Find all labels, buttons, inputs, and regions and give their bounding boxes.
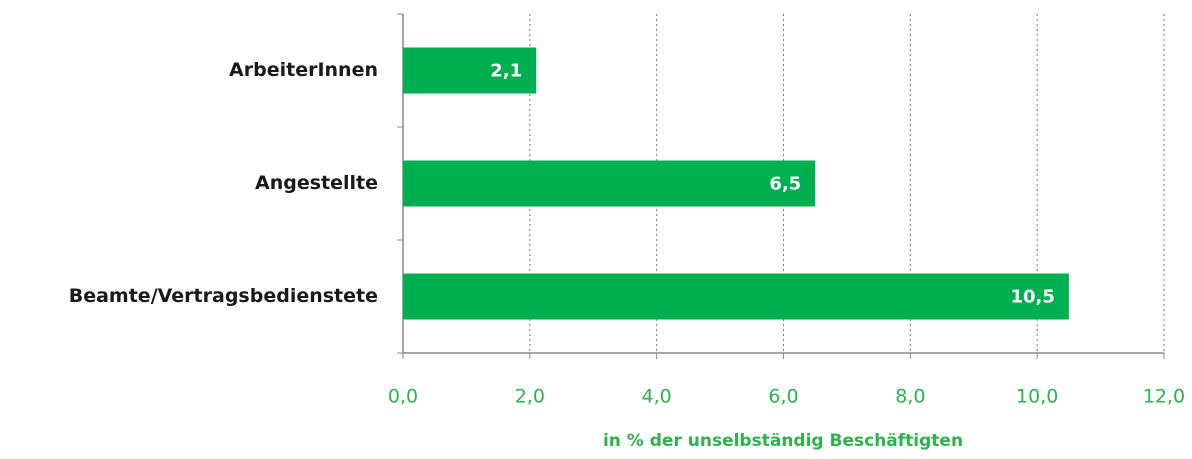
category-label: Angestellte	[255, 172, 378, 194]
x-tick-label: 10,0	[1016, 386, 1058, 408]
value-label: 2,1	[490, 61, 522, 82]
category-label: Beamte/Vertragsbedienstete	[69, 285, 378, 307]
bar	[403, 47, 537, 94]
value-label: 10,5	[1010, 287, 1054, 308]
x-tick-label: 2,0	[515, 386, 545, 408]
x-tick-label: 0,0	[388, 386, 418, 408]
bar	[403, 273, 1069, 320]
x-tick-label: 12,0	[1143, 386, 1185, 408]
category-label: ArbeiterInnen	[229, 59, 378, 81]
x-tick-label: 4,0	[642, 386, 672, 408]
x-tick-label: 6,0	[768, 386, 798, 408]
x-tick-label: 8,0	[895, 386, 925, 408]
bar	[403, 160, 816, 207]
value-label: 6,5	[769, 174, 801, 195]
x-axis-label: in % der unselbständig Beschäftigten	[603, 431, 963, 451]
